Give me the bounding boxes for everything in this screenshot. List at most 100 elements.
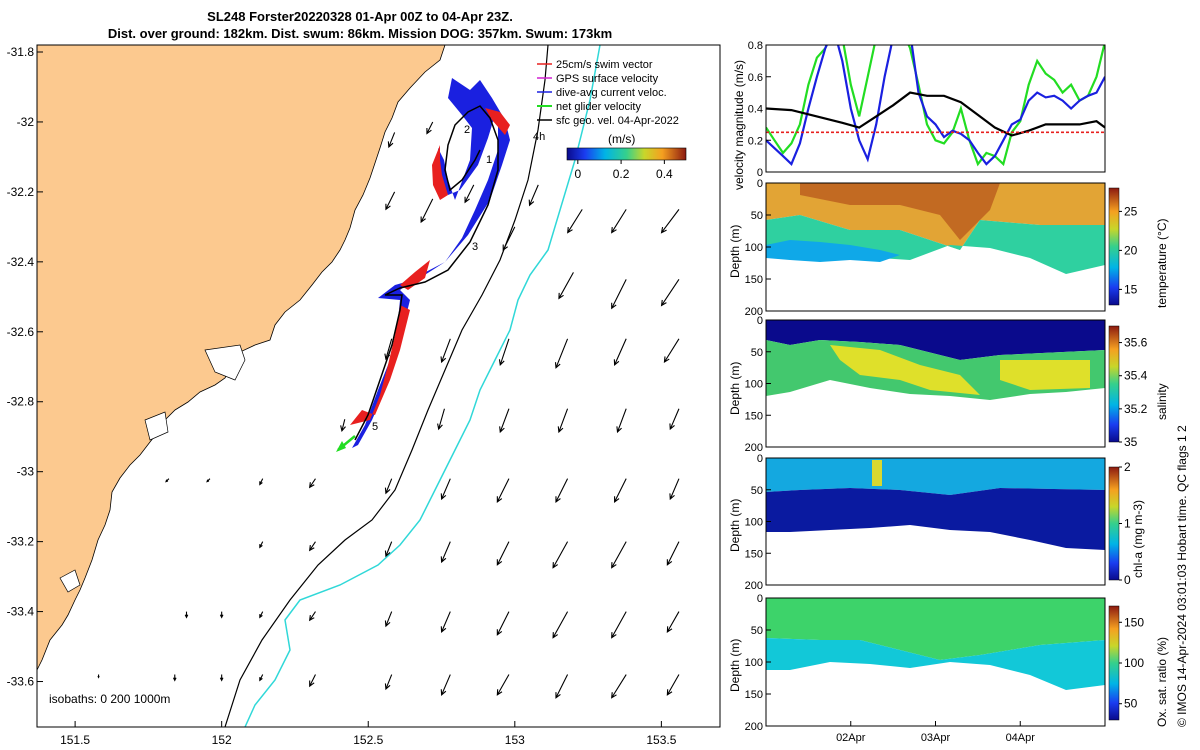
- geo-vector-arrow: [219, 611, 224, 619]
- geo-vector-arrow: [308, 541, 316, 552]
- track-label-1: 1: [486, 154, 492, 166]
- temperature-ylabel: Depth (m): [728, 225, 742, 278]
- velocity-series-line: [766, 45, 1105, 167]
- map-y-axis: -31.8 -32 -32.2 -32.4 -32.6 -32.8 -33 -33.2 -33.…: [7, 45, 43, 689]
- figure-title: SL248 Forster20220328 01-Apr 00Z to 04-A…: [0, 8, 720, 42]
- map-y-tick-label: -32.8: [7, 395, 35, 409]
- geo-vector-arrow: [426, 121, 434, 135]
- map-colorbar-ticks: 0 0.2 0.4: [574, 160, 673, 181]
- geo-vector-arrow: [611, 674, 627, 699]
- map-frame: [36, 44, 721, 728]
- map-panel: 2 1 4h 3 5 151.5 152 152.5 153 153.5 -31.8-3…: [7, 44, 721, 747]
- velocity-ylabel: velocity magnitude (m/s): [732, 60, 746, 190]
- section-y-tick-label: 100: [745, 517, 763, 529]
- geo-vector-arrow: [555, 674, 569, 699]
- geo-vector-arrow: [669, 408, 680, 431]
- geo-vector-arrow: [219, 674, 224, 682]
- geo-vector-arrow: [660, 279, 680, 307]
- geo-vector-arrow: [567, 209, 583, 234]
- velocity-y-axis: 0 0.2 0.4 0.6 0.8: [748, 40, 771, 179]
- section-y-tick-label: 0: [757, 453, 763, 465]
- section-y-tick-label: 150: [745, 274, 763, 286]
- chla-panel: 0 50 100 150 200 0 1 2 Depth (m) chl-a (mg m-3…: [728, 453, 1145, 592]
- geo-vector-arrow: [666, 541, 680, 566]
- lake-outline: [204, 344, 246, 381]
- geo-vector-arrow: [614, 478, 627, 503]
- geo-vector-arrow: [308, 611, 316, 622]
- section-y-tick-label: 50: [751, 485, 763, 497]
- map-colorbar-bar: [566, 147, 687, 161]
- svg-text:GPS surface velocity: GPS surface velocity: [556, 73, 659, 85]
- map-y-tick-label: -33: [17, 465, 35, 479]
- isobath-1000m: [244, 45, 601, 727]
- map-x-tick-label: 151.5: [60, 733, 90, 747]
- salinity-ylabel: Depth (m): [728, 362, 742, 415]
- geo-vector-arrow: [554, 338, 569, 369]
- geo-vector-arrow: [558, 272, 574, 300]
- colorbar-tick-label: 0: [1124, 573, 1131, 587]
- velocity-y-tick-label: 0.8: [748, 40, 763, 52]
- geo-vector-arrow: [165, 478, 170, 483]
- geo-vector-arrow: [557, 408, 569, 434]
- section-x-tick-label: 04Apr: [1006, 732, 1036, 744]
- geo-vector-arrow: [611, 611, 627, 639]
- temperature-colorbar: [1108, 187, 1120, 306]
- velocity-y-tick-label: 0.2: [748, 135, 763, 147]
- section-x-tick-label: 02Apr: [836, 732, 866, 744]
- chla-field: [766, 458, 1105, 585]
- svg-text:25cm/s swim vector: 25cm/s swim vector: [556, 59, 653, 71]
- temperature-y-axis: 0 50 100 150 200: [745, 178, 771, 318]
- geo-vector-field: [97, 121, 680, 699]
- salinity-colorbar-ticks: 35 35.2 35.4 35.6: [1119, 336, 1148, 449]
- temperature-colorbar-label: temperature (°C): [1155, 219, 1169, 309]
- title-line-1: SL248 Forster20220328 01-Apr 00Z to 04-A…: [207, 9, 513, 24]
- geo-vector-arrow: [552, 611, 569, 639]
- map-y-tick-label: -32.2: [7, 185, 35, 199]
- glider-track-layer: 2 1 4h 3 5: [336, 78, 545, 452]
- geo-vector-arrow: [440, 338, 451, 364]
- track-label-5: 5: [372, 421, 378, 433]
- geo-vector-arrow: [384, 611, 393, 628]
- colorbar-tick-label: 25: [1124, 204, 1138, 218]
- section-y-tick-label: 0: [757, 593, 763, 605]
- section-y-tick-label: 100: [745, 242, 763, 254]
- section-y-tick-label: 150: [745, 548, 763, 560]
- colorbar-tick-label: 35.4: [1124, 369, 1148, 383]
- map-y-tick-label: -32.4: [7, 255, 35, 269]
- geo-vector-arrow: [97, 674, 100, 679]
- map-colorbar: (m/s) 0 0.2 0.4: [566, 132, 687, 181]
- colorbar-tick-label: 150: [1124, 615, 1144, 629]
- map-x-tick-label: 153: [505, 733, 525, 747]
- geo-vector-arrow: [552, 541, 569, 569]
- geo-vector-arrow: [669, 478, 680, 501]
- geo-vector-arrow: [384, 478, 393, 495]
- map-y-tick-label: -33.4: [7, 605, 35, 619]
- map-y-tick-label: -33.2: [7, 535, 35, 549]
- geo-vector-arrow: [496, 611, 510, 636]
- lake-outline-3: [59, 569, 81, 593]
- velocity-series: [766, 45, 1105, 167]
- map-colorbar-label: (m/s): [608, 132, 635, 146]
- salinity-y-axis: 0 50 100 150 200: [745, 315, 771, 454]
- colorbar-tick-label: 50: [1124, 697, 1138, 711]
- colorbar-tick-label: 100: [1124, 656, 1144, 670]
- section-y-tick-label: 50: [751, 347, 763, 359]
- salinity-panel: 0 50 100 150 200 35 35.2 35.4 35.6 Depth (m) sa…: [728, 315, 1169, 454]
- geo-vector-arrow: [309, 674, 316, 688]
- section-y-tick-label: 200: [745, 442, 763, 454]
- geo-vector-arrow: [611, 209, 627, 234]
- svg-text:dive-avg current veloc.: dive-avg current veloc.: [556, 87, 667, 99]
- geo-vector-arrow: [259, 541, 264, 549]
- isobath-200m: [224, 45, 549, 727]
- map-legend: 25cm/s swim vector GPS surface velocity …: [537, 59, 679, 127]
- geo-vector-arrow: [464, 184, 475, 204]
- map-y-tick-label: -32: [17, 115, 35, 129]
- oxygen-field: [766, 598, 1105, 726]
- colorbar-tick-label: 15: [1124, 282, 1138, 296]
- geo-vector-arrow: [259, 478, 264, 486]
- geo-vector-arrow: [206, 478, 211, 483]
- section-y-tick-label: 200: [745, 306, 763, 318]
- net-glider-track: [354, 105, 499, 441]
- section-y-tick-label: 50: [751, 625, 763, 637]
